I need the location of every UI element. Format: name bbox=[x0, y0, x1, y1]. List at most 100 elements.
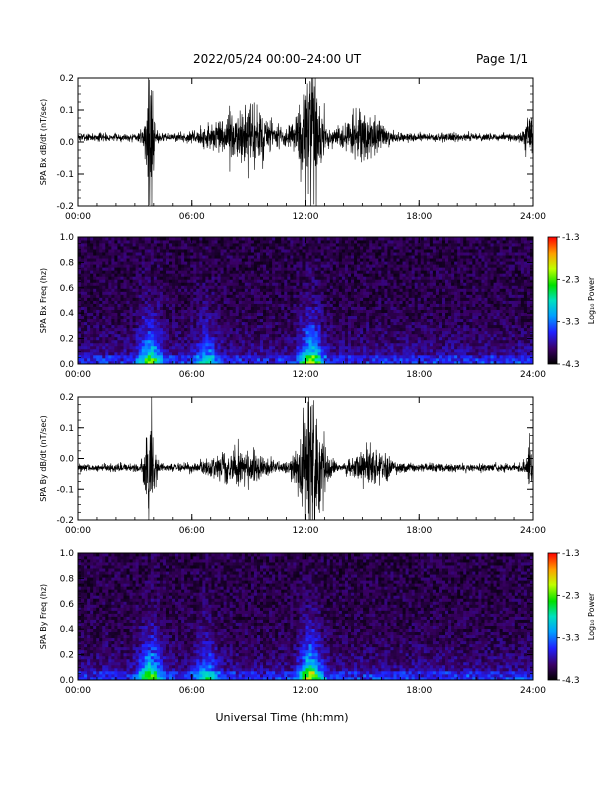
spectrogram-cell bbox=[165, 309, 170, 313]
spectrogram-cell bbox=[90, 354, 94, 359]
spectrogram-cell bbox=[405, 255, 410, 259]
spectrogram-cell bbox=[120, 321, 124, 326]
spectrogram-cell bbox=[99, 357, 103, 362]
spectrogram-cell bbox=[363, 327, 367, 332]
spectrogram-cell bbox=[120, 261, 124, 265]
spectrogram-cell bbox=[208, 249, 212, 253]
spectrogram-cell bbox=[408, 288, 413, 292]
spectrogram-cell bbox=[326, 270, 331, 274]
spectrogram-cell bbox=[135, 348, 140, 353]
spectrogram-cell bbox=[278, 306, 282, 310]
spectrogram-cell bbox=[263, 315, 267, 320]
spectrogram-cell bbox=[253, 255, 258, 259]
spectrogram-cell bbox=[235, 294, 240, 298]
spectrogram-cell bbox=[165, 267, 170, 271]
spectrogram-cell bbox=[87, 297, 91, 301]
spectrogram-cell bbox=[275, 249, 279, 253]
spectrogram-cell bbox=[229, 333, 234, 338]
spectrogram-cell bbox=[181, 327, 185, 332]
spectrogram-cell bbox=[244, 240, 249, 244]
spectrogram-cell bbox=[317, 303, 322, 307]
spectrogram-cell bbox=[399, 282, 403, 286]
spectrogram-cell bbox=[351, 321, 355, 326]
spectrogram-cell bbox=[402, 312, 406, 317]
spectrogram-cell bbox=[250, 312, 255, 317]
spectrogram-cell bbox=[132, 237, 137, 241]
spectrogram-cell bbox=[347, 351, 352, 356]
spectrogram-cell bbox=[187, 246, 191, 250]
spectrogram-cell bbox=[426, 240, 431, 244]
spectrogram-cell bbox=[81, 249, 85, 253]
spectrogram-cell bbox=[311, 282, 315, 286]
spectrogram-cell bbox=[199, 243, 203, 247]
spectrogram-cell bbox=[126, 357, 130, 362]
spectrogram-cell bbox=[372, 264, 376, 268]
spectrogram-cell bbox=[93, 264, 97, 268]
spectrogram-cell bbox=[205, 252, 209, 256]
spectrogram-cell bbox=[375, 324, 379, 329]
spectrogram-cell bbox=[260, 300, 264, 304]
spectrogram-cell bbox=[147, 258, 152, 262]
spectrogram-cell bbox=[208, 357, 212, 362]
spectrogram-cell bbox=[147, 246, 152, 250]
spectrogram-cell bbox=[169, 315, 173, 320]
spectrogram-cell bbox=[144, 348, 149, 353]
spectrogram-cell bbox=[111, 315, 115, 320]
spectrogram-cell bbox=[232, 261, 237, 265]
spectrogram-cell bbox=[423, 321, 428, 326]
spectrogram-cell bbox=[232, 270, 237, 274]
spectrogram-cell bbox=[208, 243, 212, 247]
spectrogram-cell bbox=[390, 279, 394, 283]
spectrogram-cell bbox=[317, 285, 322, 289]
spectrogram-cell bbox=[205, 237, 209, 241]
spectrogram-cell bbox=[260, 258, 264, 262]
spectrogram-cell bbox=[165, 255, 170, 259]
spectrogram-cell bbox=[281, 348, 285, 353]
spectrogram-cell bbox=[220, 243, 224, 247]
spectrogram-cell bbox=[275, 324, 279, 329]
spectrogram-cell bbox=[317, 306, 322, 310]
spectrogram-cell bbox=[426, 279, 431, 283]
spectrogram-cell bbox=[214, 360, 218, 365]
spectrogram-cell bbox=[284, 246, 288, 250]
spectrogram-cell bbox=[78, 270, 82, 274]
spectrogram-cell bbox=[199, 327, 203, 332]
spectrogram-cell bbox=[220, 330, 224, 335]
spectrogram-cell bbox=[263, 303, 267, 307]
spectrogram-cell bbox=[244, 279, 249, 283]
spectrogram-cell bbox=[190, 270, 194, 274]
spectrogram-cell bbox=[175, 345, 179, 350]
spectrogram-cell bbox=[381, 288, 385, 292]
spectrogram-cell bbox=[147, 324, 152, 329]
spectrogram-cell bbox=[178, 357, 182, 362]
spectrogram-cell bbox=[405, 324, 410, 329]
spectrogram-cell bbox=[184, 321, 188, 326]
spectrogram-cell bbox=[272, 300, 276, 304]
spectrogram-cell bbox=[360, 321, 364, 326]
spectrogram-cell bbox=[214, 237, 218, 241]
spectrogram-cell bbox=[278, 291, 282, 295]
spectrogram-cell bbox=[87, 357, 91, 362]
spectrogram-cell bbox=[390, 339, 394, 344]
spectrogram-cell bbox=[363, 288, 367, 292]
spectrogram-cell bbox=[187, 312, 191, 317]
spectrogram-cell bbox=[347, 273, 352, 277]
spectrogram-cell bbox=[138, 318, 143, 323]
spectrogram-cell bbox=[138, 249, 143, 253]
spectrogram-cell bbox=[381, 309, 385, 313]
spectrogram-cell bbox=[317, 252, 322, 256]
spectrogram-cell bbox=[175, 261, 179, 265]
spectrogram-cell bbox=[229, 315, 234, 320]
spectrogram-cell bbox=[384, 252, 388, 256]
spectrogram-cell bbox=[120, 288, 124, 292]
spectrogram-cell bbox=[417, 327, 422, 332]
spectrogram-cell bbox=[235, 339, 240, 344]
spectrogram-cell bbox=[384, 315, 388, 320]
spectrogram-cell bbox=[96, 327, 100, 332]
spectrogram-cell bbox=[305, 312, 309, 317]
spectrogram-cell bbox=[196, 318, 200, 323]
spectrogram-cell bbox=[387, 288, 391, 292]
spectrogram-cell bbox=[293, 354, 297, 359]
spectrogram-cell bbox=[132, 303, 137, 307]
spectrogram-cell bbox=[332, 318, 337, 323]
